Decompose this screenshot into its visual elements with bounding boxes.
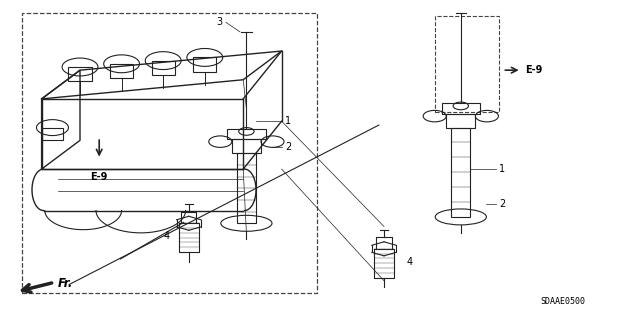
Bar xyxy=(232,139,261,153)
Text: 3: 3 xyxy=(216,17,223,27)
Text: E-9: E-9 xyxy=(90,172,108,182)
Bar xyxy=(152,61,175,75)
Bar xyxy=(68,67,92,81)
Bar xyxy=(237,153,256,223)
Text: SDAAE0500: SDAAE0500 xyxy=(541,297,586,306)
Text: 2: 2 xyxy=(285,142,291,152)
Text: 4: 4 xyxy=(406,256,413,267)
Bar xyxy=(22,13,317,293)
Bar xyxy=(227,129,266,139)
Text: 2: 2 xyxy=(499,199,506,209)
Bar xyxy=(442,103,480,114)
Bar xyxy=(42,128,63,140)
Text: 1: 1 xyxy=(285,116,291,126)
Text: Fr.: Fr. xyxy=(58,278,73,290)
Bar xyxy=(435,16,499,112)
Bar xyxy=(110,64,133,78)
Text: 1: 1 xyxy=(499,164,506,174)
Text: E-9: E-9 xyxy=(525,65,542,75)
Bar xyxy=(446,114,476,128)
Bar xyxy=(193,57,216,72)
Bar xyxy=(451,128,470,217)
Text: 4: 4 xyxy=(163,231,170,241)
